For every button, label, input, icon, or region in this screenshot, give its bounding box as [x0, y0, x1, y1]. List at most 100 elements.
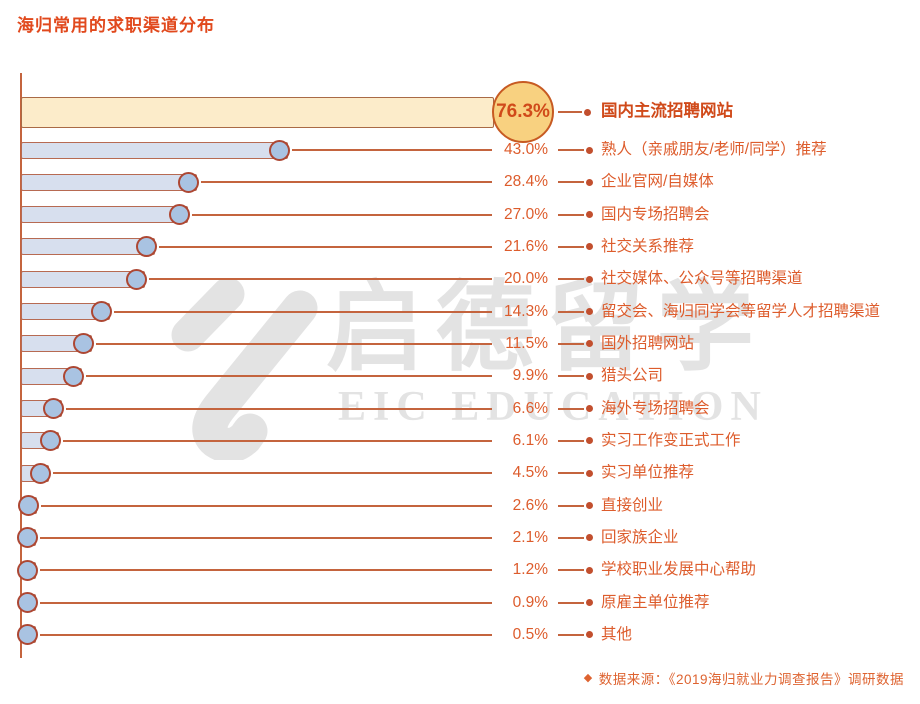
bar-end-circle: [43, 398, 64, 420]
value-connector-line: [114, 310, 492, 313]
bar-end-circle: [17, 559, 38, 581]
value-bubble-highlight: 76.3%: [492, 81, 554, 143]
bar-end-circle: [30, 462, 51, 484]
label-connector-dot: [586, 146, 593, 154]
bar-end-circle: [18, 495, 39, 517]
bar: [21, 238, 155, 256]
value-connector-line: [149, 278, 492, 281]
value-label: 14.3%: [504, 302, 548, 320]
category-label: 熟人（亲戚朋友/老师/同学）推荐: [601, 141, 827, 158]
watermark-english-text: EIC EDUCATION: [338, 384, 768, 430]
label-connector-line: [558, 149, 584, 151]
bar-end-circle: [17, 527, 38, 549]
label-connector-line: [558, 439, 584, 442]
label-connector-dot: [586, 566, 593, 574]
bar: [21, 173, 197, 191]
value-label: 6.1%: [512, 431, 548, 449]
label-connector-dot: [586, 599, 593, 607]
bar-end-circle: [178, 171, 199, 193]
bar: [21, 206, 188, 224]
chart-row: 2.6% 直接创业: [0, 490, 920, 522]
value-connector-line: [40, 601, 492, 604]
chart-row: 6.6% 海外专场招聘会: [0, 393, 920, 425]
category-label: 企业官网/自媒体: [601, 173, 714, 191]
category-label: 国内主流招聘网站: [601, 102, 733, 120]
label-connector-line: [558, 181, 584, 184]
bar-end-circle: [73, 333, 94, 355]
label-connector-dot: [586, 502, 593, 510]
data-source-note: ◆ 数据来源：《2019海归就业力调查报告》调研数据: [584, 668, 904, 688]
label-connector-line: [558, 601, 584, 604]
value-connector-line: [40, 536, 492, 539]
value-connector-line: [41, 504, 492, 507]
label-connector-line: [558, 407, 584, 410]
value-connector-line: [192, 213, 492, 216]
label-connector-line: [558, 472, 584, 475]
value-connector-line: [63, 439, 492, 442]
chart-row: 9.9% 猎头公司: [0, 360, 920, 392]
category-label: 原雇主单位推荐: [601, 593, 710, 611]
category-label: 社交媒体、公众号等招聘渠道: [601, 270, 803, 288]
chart-row: 14.3% 留交会、海归同学会等留学人才招聘渠道: [0, 296, 920, 328]
data-source-text: 数据来源：《2019海归就业力调查报告》调研数据: [598, 672, 904, 687]
label-connector-dot: [586, 405, 593, 413]
bar-end-circle: [126, 268, 147, 290]
value-label: 27.0%: [504, 205, 548, 223]
label-connector-dot: [586, 437, 593, 445]
label-connector-line: [558, 342, 584, 345]
bar-end-circle: [91, 301, 112, 323]
bar-end-circle: [63, 365, 84, 387]
chart-row: 27.0% 国内专场招聘会: [0, 199, 920, 231]
bar-end-circle: [169, 204, 190, 226]
category-label: 学校职业发展中心帮助: [601, 561, 757, 579]
category-label: 回家族企业: [601, 528, 679, 546]
value-connector-line: [292, 149, 492, 151]
value-label: 0.9%: [512, 593, 548, 611]
label-connector-dot: [586, 243, 593, 251]
value-connector-line: [96, 342, 492, 345]
label-connector-dot: [586, 534, 593, 542]
bar-end-circle: [40, 430, 61, 452]
label-connector-dot: [586, 469, 593, 477]
chart-row: 4.5% 实习单位推荐: [0, 457, 920, 489]
value-label: 0.5%: [512, 625, 548, 643]
value-connector-line: [40, 569, 492, 572]
value-connector-line: [86, 375, 492, 378]
value-label: 1.2%: [512, 561, 548, 579]
value-connector-line: [53, 472, 492, 475]
value-label: 43.0%: [504, 141, 548, 158]
value-connector-line: [201, 181, 492, 184]
chart-row: 2.1% 回家族企业: [0, 522, 920, 554]
label-connector-line: [558, 310, 584, 313]
value-label: 20.0%: [504, 270, 548, 288]
bar-end-circle: [17, 624, 38, 646]
value-connector-line: [159, 245, 492, 248]
bar: [21, 141, 288, 159]
value-connector-line: [66, 407, 492, 410]
watermark-chinese-text: 启德留学: [326, 272, 767, 382]
diamond-icon: ◆: [583, 671, 593, 684]
value-label: 21.6%: [504, 237, 548, 255]
label-connector-dot: [586, 308, 593, 316]
category-label: 猎头公司: [601, 367, 664, 385]
value-label: 6.6%: [512, 399, 548, 417]
category-label: 留交会、海归同学会等留学人才招聘渠道: [601, 302, 881, 320]
label-connector-dot: [586, 178, 593, 186]
category-label: 其他: [601, 625, 633, 643]
value-connector-line: [40, 633, 492, 636]
chart-row: 76.3% 国内主流招聘网站: [0, 81, 920, 143]
category-label: 国内专场招聘会: [601, 205, 710, 223]
chart-row: 21.6% 社交关系推荐: [0, 231, 920, 263]
bar-end-circle: [17, 592, 38, 614]
label-connector-line: [558, 536, 584, 539]
chart-row: 43.0% 熟人（亲戚朋友/老师/同学）推荐: [0, 134, 920, 166]
label-connector-line: [558, 569, 584, 572]
label-connector-line: [558, 245, 584, 248]
bar-end-circle: [136, 236, 157, 258]
chart-row: 28.4% 企业官网/自媒体: [0, 166, 920, 198]
label-connector-line: [558, 504, 584, 507]
chart-row: 6.1% 实习工作变正式工作: [0, 425, 920, 457]
value-label: 28.4%: [504, 173, 548, 191]
category-label: 国外招聘网站: [601, 334, 695, 352]
